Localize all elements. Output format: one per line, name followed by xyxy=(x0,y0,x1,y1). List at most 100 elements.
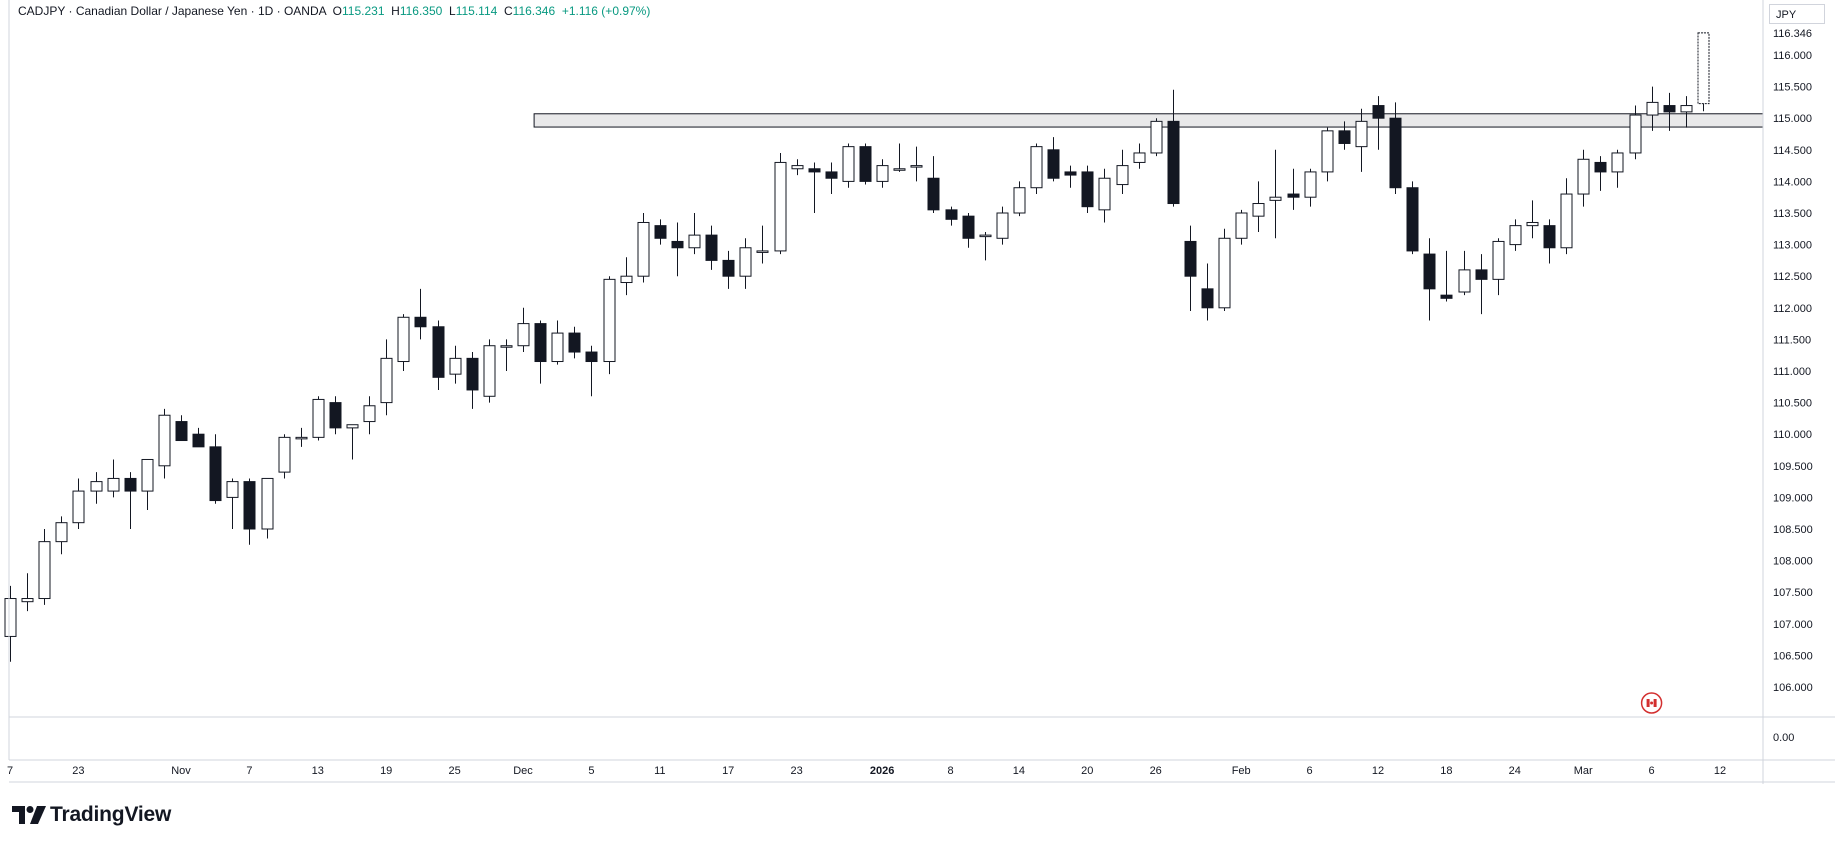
candle-up[interactable] xyxy=(1629,114,1642,154)
candle-down[interactable] xyxy=(808,168,821,173)
candle-up[interactable] xyxy=(979,234,992,238)
candle-down[interactable] xyxy=(1406,187,1419,252)
candle-up[interactable] xyxy=(1030,146,1043,189)
candle-up[interactable] xyxy=(756,250,769,253)
candle-down[interactable] xyxy=(1389,117,1402,189)
candle-up[interactable] xyxy=(158,414,171,467)
candle-down[interactable] xyxy=(1372,105,1385,119)
candle-down[interactable] xyxy=(1047,149,1060,179)
candle-up[interactable] xyxy=(1697,32,1710,105)
candle-up[interactable] xyxy=(1577,158,1590,195)
candle-up[interactable] xyxy=(1646,101,1659,116)
candle-down[interactable] xyxy=(1594,161,1607,173)
candle-up[interactable] xyxy=(363,405,376,423)
candle-down[interactable] xyxy=(175,421,188,442)
candle-up[interactable] xyxy=(1355,120,1368,148)
candle-down[interactable] xyxy=(859,146,872,182)
candle-down[interactable] xyxy=(1201,288,1214,309)
candle-up[interactable] xyxy=(876,165,889,182)
candle-down[interactable] xyxy=(705,234,718,261)
candle-up[interactable] xyxy=(90,481,103,492)
candle-up[interactable] xyxy=(226,481,239,498)
candle-up[interactable] xyxy=(1133,152,1146,163)
candle-up[interactable] xyxy=(107,477,120,492)
candle-up[interactable] xyxy=(791,165,804,170)
candle-up[interactable] xyxy=(1509,225,1522,246)
candle-down[interactable] xyxy=(243,481,256,530)
candle-up[interactable] xyxy=(842,146,855,182)
candle-up[interactable] xyxy=(346,424,359,429)
candle-up[interactable] xyxy=(1304,171,1317,198)
candle-down[interactable] xyxy=(1543,225,1556,249)
candle-up[interactable] xyxy=(1321,130,1334,173)
candle-up[interactable] xyxy=(141,458,154,492)
candle-down[interactable] xyxy=(568,332,581,353)
candle-up[interactable] xyxy=(38,541,51,600)
candle-up[interactable] xyxy=(261,477,274,530)
candle-down[interactable] xyxy=(1338,130,1351,144)
candle-down[interactable] xyxy=(945,209,958,220)
candle-up[interactable] xyxy=(1218,237,1231,309)
candle-up[interactable] xyxy=(278,436,291,473)
candle-up[interactable] xyxy=(774,161,787,252)
candle-up[interactable] xyxy=(380,357,393,404)
candle-down[interactable] xyxy=(722,259,735,277)
candle-up[interactable] xyxy=(295,436,308,440)
candle-up[interactable] xyxy=(1560,193,1573,249)
candle-up[interactable] xyxy=(1013,187,1026,214)
candle-up[interactable] xyxy=(500,345,513,348)
interval-label[interactable]: 1D xyxy=(257,4,274,18)
candle-up[interactable] xyxy=(1526,221,1539,227)
candle-up[interactable] xyxy=(449,357,462,375)
candle-up[interactable] xyxy=(893,168,906,171)
tradingview-logo[interactable]: TradingView xyxy=(12,801,171,829)
candle-down[interactable] xyxy=(1167,120,1180,205)
candle-down[interactable] xyxy=(432,326,445,378)
candle-up[interactable] xyxy=(517,323,530,347)
candle-down[interactable] xyxy=(962,215,975,239)
resistance-zone[interactable] xyxy=(533,113,1764,128)
candle-down[interactable] xyxy=(1184,240,1197,277)
candle-down[interactable] xyxy=(1287,193,1300,198)
candle-down[interactable] xyxy=(1440,294,1453,299)
candle-down[interactable] xyxy=(1081,171,1094,208)
candle-up[interactable] xyxy=(312,398,325,438)
candle-up[interactable] xyxy=(1235,212,1248,239)
candle-up[interactable] xyxy=(21,598,34,603)
candle-up[interactable] xyxy=(996,212,1009,239)
candle-down[interactable] xyxy=(209,446,222,502)
candle-up[interactable] xyxy=(688,234,701,249)
candle-down[interactable] xyxy=(585,351,598,363)
candle-up[interactable] xyxy=(1098,177,1111,211)
candle-down[interactable] xyxy=(192,433,205,448)
candle-up[interactable] xyxy=(1269,196,1282,201)
candle-up[interactable] xyxy=(1611,152,1624,173)
candle-down[interactable] xyxy=(1663,105,1676,113)
candle-up[interactable] xyxy=(1252,203,1265,217)
candle-up[interactable] xyxy=(72,490,85,524)
candle-up[interactable] xyxy=(739,247,752,277)
candle-down[interactable] xyxy=(825,171,838,179)
candle-up[interactable] xyxy=(910,165,923,168)
candle-up[interactable] xyxy=(1680,105,1693,113)
candle-up[interactable] xyxy=(603,278,616,363)
candle-up[interactable] xyxy=(620,275,633,284)
candle-down[interactable] xyxy=(654,225,667,239)
candle-up[interactable] xyxy=(4,598,17,637)
candle-up[interactable] xyxy=(55,522,68,543)
candle-up[interactable] xyxy=(1492,240,1505,280)
candle-up[interactable] xyxy=(397,316,410,363)
candle-down[interactable] xyxy=(329,402,342,429)
candle-up[interactable] xyxy=(483,345,496,397)
candle-up[interactable] xyxy=(1458,269,1471,293)
candle-up[interactable] xyxy=(637,221,650,277)
candle-up[interactable] xyxy=(1150,120,1163,154)
symbol-name[interactable]: CADJPY xyxy=(18,4,66,18)
candle-down[interactable] xyxy=(927,177,940,211)
candle-down[interactable] xyxy=(1475,269,1488,280)
candle-down[interactable] xyxy=(534,323,547,363)
candle-down[interactable] xyxy=(671,240,684,249)
candle-down[interactable] xyxy=(466,357,479,391)
candle-down[interactable] xyxy=(1423,253,1436,290)
